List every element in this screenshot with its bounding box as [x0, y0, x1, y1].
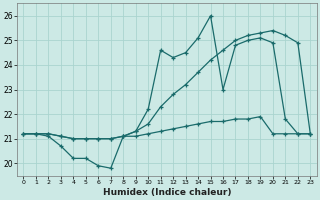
- X-axis label: Humidex (Indice chaleur): Humidex (Indice chaleur): [103, 188, 231, 197]
